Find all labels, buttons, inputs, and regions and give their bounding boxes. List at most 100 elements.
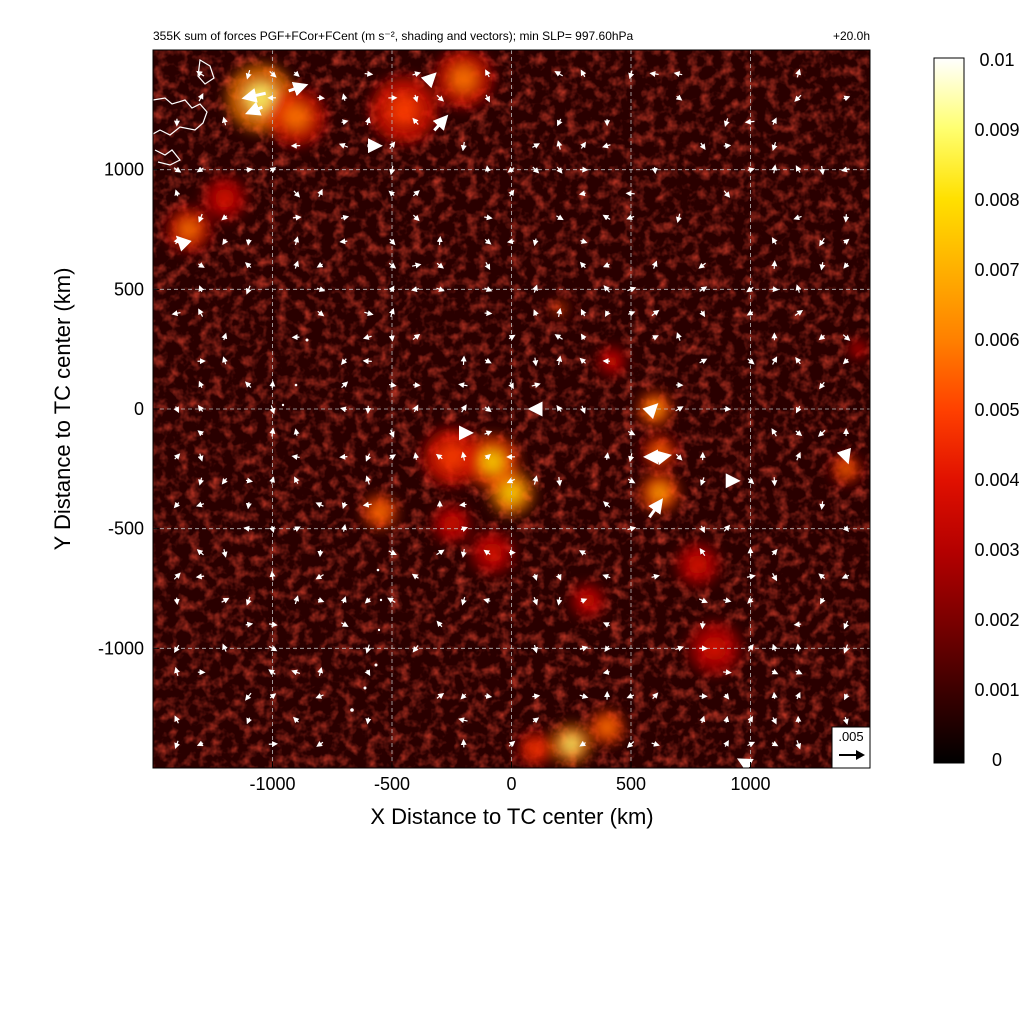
vector-small [412, 645, 419, 653]
vector-small [198, 308, 204, 317]
vector-small [628, 70, 635, 80]
reference-box [831, 726, 871, 769]
vector-small [316, 286, 326, 292]
vector-small [364, 70, 374, 77]
vector-small [700, 477, 706, 486]
vector-small [460, 548, 467, 558]
vector-small [508, 740, 516, 747]
colorbar-tick-label: 0.004 [974, 470, 1019, 490]
vector-small [579, 357, 586, 364]
vector-small [602, 214, 611, 221]
vector-small [244, 262, 252, 269]
vector-small [556, 404, 563, 412]
vector-small [699, 286, 708, 293]
vector-small [338, 143, 349, 149]
vector-small [483, 597, 491, 604]
vector-small [412, 333, 421, 340]
vector-small [699, 142, 706, 150]
vector-small [795, 740, 802, 750]
x-tick-label: -500 [374, 774, 410, 794]
vector-small [341, 381, 349, 389]
vector-small [556, 596, 563, 606]
vector-small [245, 501, 252, 510]
vector-small [198, 262, 205, 268]
vector-small [842, 334, 851, 341]
vector-small [580, 308, 587, 317]
vector-small [579, 261, 587, 269]
vector-small [699, 525, 705, 534]
vector-small [173, 406, 180, 414]
vector-small [603, 285, 610, 293]
vector-small [268, 669, 276, 676]
vector-small [317, 310, 325, 317]
vector-small [389, 454, 397, 461]
vector-small [795, 430, 803, 437]
y-tick-label: 0 [134, 399, 144, 419]
reference-arrowhead [856, 750, 865, 760]
vector-small [579, 645, 589, 652]
vector-small [410, 286, 420, 293]
vector-small [412, 71, 421, 78]
vector-small [174, 740, 180, 750]
hotspot-core [651, 484, 669, 502]
vector-small [245, 692, 252, 701]
vector-small [460, 404, 467, 413]
vector-small [556, 307, 563, 317]
vector-small [747, 358, 755, 365]
vector-small [245, 596, 252, 606]
vector-small [484, 406, 492, 413]
vector-small [269, 71, 277, 78]
vector-small [556, 476, 563, 487]
vector-small [771, 428, 778, 437]
vector-small [387, 597, 396, 604]
vector-small [196, 70, 205, 77]
vector-small [365, 717, 372, 725]
vector-small [435, 453, 443, 460]
vector-small [221, 549, 228, 558]
vector-small [388, 549, 397, 556]
hotspot-core [688, 554, 708, 575]
vector-small [388, 190, 395, 197]
vector-small [245, 166, 253, 173]
x-axis-label: X Distance to TC center (km) [370, 804, 653, 829]
vector-small [699, 358, 708, 365]
vector-small [460, 526, 469, 532]
vector-small [556, 355, 563, 366]
x-tick-label: 0 [506, 774, 516, 794]
vector-small [556, 140, 563, 150]
vector-small [291, 454, 300, 460]
vector-small [771, 142, 778, 151]
vector-large [432, 114, 449, 132]
vector-small [795, 451, 801, 461]
vector-small [362, 501, 372, 508]
vector-small [292, 214, 302, 221]
vector-small [723, 715, 730, 723]
hotspot-core [215, 188, 235, 209]
vector-small [699, 548, 706, 557]
vector-small [841, 166, 850, 173]
vector-small [412, 404, 419, 413]
vector-small [746, 573, 756, 580]
vector-small [484, 238, 492, 245]
vector-small [460, 693, 467, 700]
vector-small [795, 68, 801, 78]
vector-small [198, 213, 204, 223]
vector-small [173, 597, 180, 606]
vector-small [244, 381, 252, 388]
vector-small [555, 573, 562, 581]
vector-small [723, 669, 732, 676]
vector-small [771, 740, 779, 747]
vector-large [175, 235, 192, 252]
vector-small [173, 166, 182, 173]
vector-small [436, 262, 444, 269]
vector-small [771, 477, 778, 487]
vector-small [197, 430, 205, 437]
vector-small [771, 717, 777, 725]
vector-small [627, 286, 637, 293]
vector-small [389, 165, 396, 176]
vector-small [675, 645, 684, 652]
vector-small [698, 597, 708, 604]
vector-small [412, 94, 419, 103]
colorbar-tick-label: 0.005 [974, 400, 1019, 420]
hotspot-core [482, 542, 503, 563]
